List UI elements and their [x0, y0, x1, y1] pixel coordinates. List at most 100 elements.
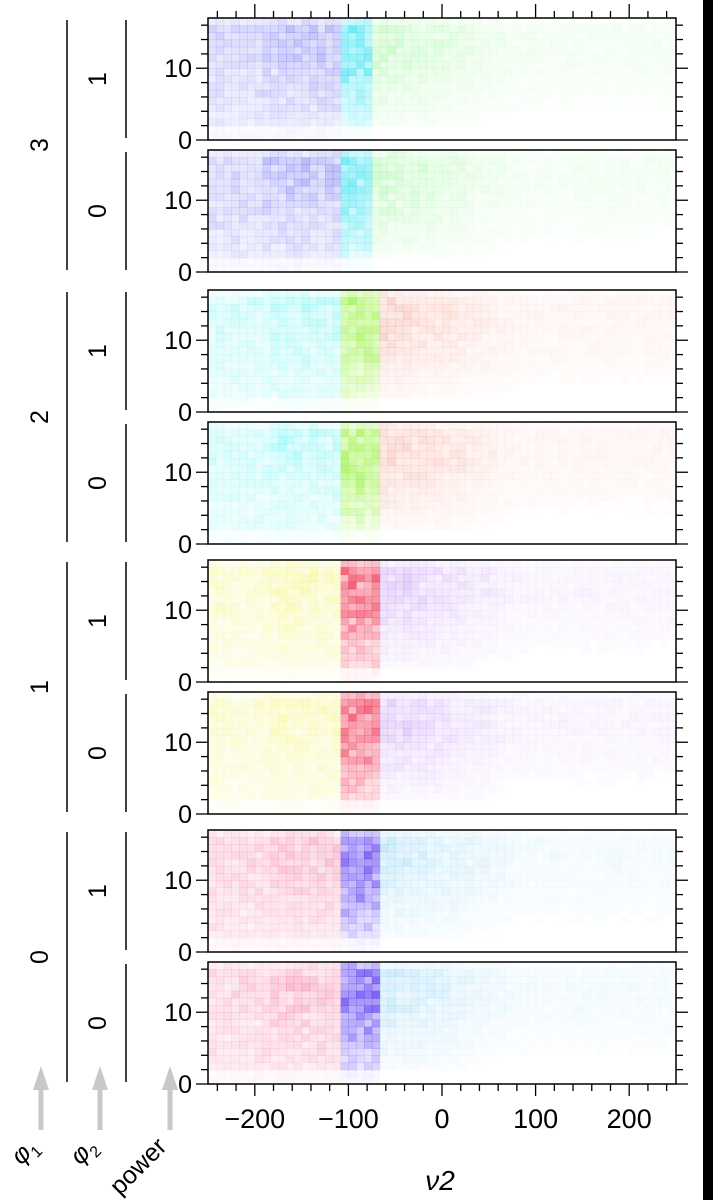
- heatmap-cell: [317, 713, 326, 722]
- heatmap-cell: [208, 376, 217, 384]
- heatmap-cell: [317, 333, 326, 341]
- heatmap-cell: [488, 347, 498, 356]
- heatmap-cell: [488, 82, 498, 91]
- heatmap-cell: [270, 297, 279, 305]
- heatmap-cell: [270, 89, 279, 98]
- heatmap-cell: [481, 214, 490, 223]
- heatmap-cell: [403, 692, 412, 700]
- heatmap-cell: [481, 692, 490, 700]
- heatmap-cell: [395, 778, 404, 786]
- heatmap-cell: [332, 660, 342, 669]
- heatmap-cell: [356, 567, 365, 575]
- heatmap-cell: [215, 588, 225, 597]
- heatmap-cell: [434, 250, 442, 258]
- heatmap-cell: [262, 311, 271, 320]
- heatmap-cell: [309, 603, 318, 611]
- heatmap-cell: [426, 727, 435, 736]
- heatmap-cell: [520, 325, 529, 334]
- heatmap-cell: [309, 164, 318, 173]
- heatmap-cell: [606, 90, 614, 98]
- heatmap-cell: [551, 429, 560, 437]
- heatmap-cell: [364, 508, 373, 516]
- heatmap-cell: [410, 243, 420, 252]
- heatmap-cell: [473, 354, 482, 363]
- heatmap-cell: [473, 508, 481, 516]
- heatmap-cell: [254, 39, 264, 48]
- heatmap-cell: [434, 522, 442, 530]
- heatmap-cell: [395, 361, 404, 370]
- heatmap-cell: [247, 638, 256, 647]
- heatmap-cell: [387, 581, 396, 590]
- heatmap-cell: [652, 178, 661, 187]
- heatmap-cell: [286, 610, 295, 619]
- heatmap-cell: [449, 32, 459, 41]
- heatmap-cell: [543, 595, 552, 604]
- heatmap-cell: [247, 243, 256, 252]
- heatmap-cell: [426, 493, 435, 502]
- heatmap-cell: [481, 178, 490, 187]
- heatmap-cell: [293, 603, 303, 611]
- heatmap-cell: [660, 325, 669, 334]
- heatmap-cell: [262, 472, 271, 481]
- heatmap-cell: [254, 228, 264, 237]
- heatmap-cell: [254, 25, 264, 33]
- heatmap-cell: [254, 727, 264, 736]
- heatmap-cell: [660, 639, 668, 647]
- heatmap-cell: [356, 646, 365, 654]
- heatmap-cell: [590, 501, 598, 509]
- heatmap-cell: [348, 436, 357, 445]
- heatmap-cell: [371, 735, 381, 743]
- heatmap-cell: [208, 354, 217, 363]
- heatmap-cell: [598, 46, 607, 55]
- heatmap-cell: [458, 522, 466, 530]
- heatmap-cell: [481, 207, 490, 216]
- heatmap-cell: [223, 236, 232, 244]
- heatmap-cell: [208, 508, 217, 516]
- heatmap-cell: [582, 46, 591, 55]
- heatmap-cell: [270, 157, 279, 165]
- heatmap-cell: [356, 171, 365, 180]
- heatmap-cell: [434, 515, 443, 524]
- heatmap-cell: [527, 567, 537, 575]
- heatmap-cell: [442, 290, 451, 298]
- heatmap-cell: [208, 150, 217, 158]
- heatmap-cell: [645, 472, 653, 480]
- heatmap-cell: [457, 422, 466, 430]
- heatmap-cell: [278, 25, 287, 33]
- heatmap-cell: [652, 436, 661, 445]
- heatmap-cell: [574, 574, 583, 583]
- heatmap-cell: [293, 735, 303, 743]
- heatmap-cell: [364, 493, 373, 502]
- heatmap-cell: [215, 111, 225, 120]
- heatmap-cell: [567, 18, 575, 26]
- heatmap-cell: [208, 178, 217, 187]
- heatmap-cell: [317, 96, 326, 105]
- heatmap-cell: [668, 311, 677, 320]
- heatmap-cell: [419, 250, 427, 258]
- heatmap-cell: [543, 422, 551, 430]
- heatmap-cell: [465, 595, 474, 604]
- heatmap-cell: [457, 457, 466, 466]
- heatmap-cell: [652, 486, 661, 495]
- heatmap-cell: [504, 46, 513, 55]
- heatmap-cell: [481, 61, 490, 69]
- heatmap-cell: [379, 778, 388, 786]
- heatmap-cell: [644, 567, 654, 575]
- heatmap-cell: [504, 222, 512, 230]
- heatmap-cell: [442, 756, 451, 765]
- heatmap-cell: [496, 290, 505, 298]
- heatmap-cell: [270, 588, 279, 597]
- heatmap-cell: [582, 214, 591, 223]
- heatmap-cell: [340, 436, 349, 445]
- heatmap-cell: [223, 39, 232, 48]
- heatmap-cell: [652, 574, 661, 583]
- heatmap-cell: [614, 422, 622, 430]
- heatmap-cell: [434, 304, 443, 313]
- heatmap-cell: [293, 742, 303, 751]
- heatmap-cell: [660, 39, 669, 48]
- heatmap-cell: [301, 443, 310, 452]
- heatmap-cell: [247, 304, 256, 313]
- heatmap-cell: [270, 522, 279, 531]
- heatmap-cell: [520, 610, 528, 618]
- heatmap-cell: [497, 97, 505, 105]
